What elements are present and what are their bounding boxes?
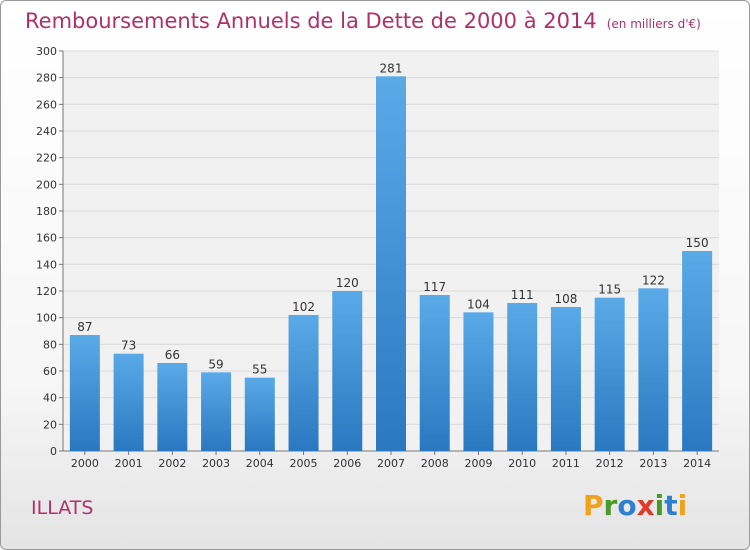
commune-name: ILLATS	[31, 497, 94, 519]
x-tick-label: 2009	[464, 457, 492, 470]
bar-value-label: 115	[598, 283, 621, 297]
logo-letter: x	[636, 489, 655, 522]
logo-letter: t	[664, 489, 678, 522]
bar-value-label: 108	[554, 292, 577, 306]
bar-value-label: 122	[642, 273, 665, 287]
bar-value-label: 117	[423, 280, 446, 294]
bar-value-label: 111	[511, 288, 534, 302]
y-tick-label: 60	[43, 365, 57, 378]
chart-title-line: Remboursements Annuels de la Dette de 20…	[25, 9, 701, 33]
x-tick-label: 2000	[71, 457, 99, 470]
y-tick-label: 40	[43, 392, 57, 405]
x-tick-label: 2011	[552, 457, 580, 470]
bar-value-label: 104	[467, 297, 490, 311]
bar	[419, 295, 450, 451]
bar	[244, 377, 275, 451]
y-tick-label: 140	[36, 258, 57, 271]
bar-value-label: 150	[686, 236, 709, 250]
bar-value-label: 73	[121, 339, 136, 353]
y-tick-label: 100	[36, 312, 57, 325]
bar	[638, 288, 669, 451]
logo-letter: i	[677, 489, 688, 522]
bar	[682, 251, 713, 451]
x-tick-label: 2014	[683, 457, 711, 470]
x-tick-label: 2002	[158, 457, 186, 470]
x-tick-label: 2013	[639, 457, 667, 470]
y-tick-label: 180	[36, 205, 57, 218]
proxiti-logo[interactable]: Proxiti	[583, 489, 687, 522]
bar	[288, 315, 319, 451]
chart-title: Remboursements Annuels de la Dette de 20…	[25, 9, 597, 33]
x-tick-label: 2010	[508, 457, 536, 470]
y-tick-label: 300	[36, 45, 57, 58]
bar-value-label: 55	[252, 363, 267, 377]
bar-value-label: 66	[165, 348, 180, 362]
x-tick-label: 2005	[290, 457, 318, 470]
chart-subtitle: (en milliers d'€)	[606, 17, 701, 31]
bar-value-label: 87	[77, 320, 92, 334]
bar-value-label: 59	[208, 357, 223, 371]
y-tick-label: 240	[36, 125, 57, 138]
bar-value-label: 120	[336, 276, 359, 290]
y-tick-label: 20	[43, 418, 57, 431]
x-tick-label: 2007	[377, 457, 405, 470]
logo-letter: r	[603, 489, 618, 522]
bar	[550, 307, 581, 451]
x-tick-label: 2003	[202, 457, 230, 470]
x-tick-label: 2004	[246, 457, 274, 470]
logo-letter: i	[654, 489, 665, 522]
x-tick-label: 2012	[596, 457, 624, 470]
bar	[376, 76, 406, 451]
bar	[332, 291, 363, 451]
y-tick-label: 280	[36, 72, 57, 85]
bar	[594, 297, 625, 451]
logo-letter: o	[617, 489, 637, 522]
y-tick-label: 220	[36, 152, 57, 165]
bar	[201, 372, 232, 451]
y-tick-label: 120	[36, 285, 57, 298]
y-tick-label: 200	[36, 178, 57, 191]
y-tick-label: 0	[50, 445, 57, 458]
bar	[507, 303, 538, 451]
bar-value-label: 102	[292, 300, 315, 314]
y-tick-label: 260	[36, 98, 57, 111]
y-tick-label: 160	[36, 232, 57, 245]
bar	[69, 335, 100, 451]
bar-value-label: 281	[380, 61, 403, 75]
x-tick-label: 2006	[333, 457, 361, 470]
y-tick-label: 80	[43, 338, 57, 351]
x-tick-label: 2008	[421, 457, 449, 470]
x-tick-label: 2001	[115, 457, 143, 470]
bar	[157, 363, 188, 451]
logo-letter: P	[583, 489, 604, 522]
bar	[463, 312, 494, 451]
bar	[113, 353, 144, 451]
